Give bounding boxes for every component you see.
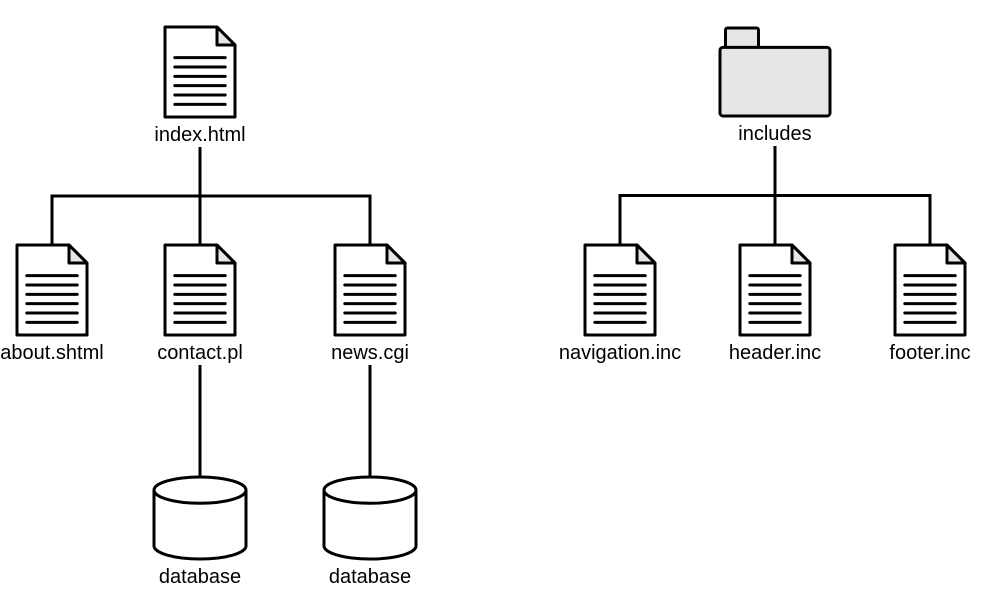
edge-index-about <box>52 147 200 245</box>
edge-index-news <box>200 147 370 245</box>
file-node-index: index.html <box>154 27 245 146</box>
db-node-db2: database <box>324 477 416 588</box>
label-nav: navigation.inc <box>559 342 681 364</box>
diagram-canvas: index.html about.shtml contact.pl news.cgi d… <box>0 0 1000 616</box>
file-node-footer: footer.inc <box>889 245 970 364</box>
label-index: index.html <box>154 124 245 146</box>
label-header: header.inc <box>729 342 821 364</box>
file-node-header: header.inc <box>729 245 821 364</box>
file-node-about: about.shtml <box>0 245 103 364</box>
file-node-news: news.cgi <box>331 245 409 364</box>
label-footer: footer.inc <box>889 342 970 364</box>
label-db1: database <box>159 566 241 588</box>
file-node-nav: navigation.inc <box>559 245 681 364</box>
db-node-db1: database <box>154 477 246 588</box>
edge-includes-footer <box>775 146 930 245</box>
label-includes: includes <box>738 123 811 145</box>
label-news: news.cgi <box>331 342 409 364</box>
file-node-contact: contact.pl <box>157 245 243 364</box>
label-about: about.shtml <box>0 342 103 364</box>
label-contact: contact.pl <box>157 342 243 364</box>
label-db2: database <box>329 566 411 588</box>
folder-node-includes: includes <box>720 28 830 145</box>
edge-includes-nav <box>620 146 775 245</box>
nodes-layer: index.html about.shtml contact.pl news.cgi d… <box>0 27 970 588</box>
